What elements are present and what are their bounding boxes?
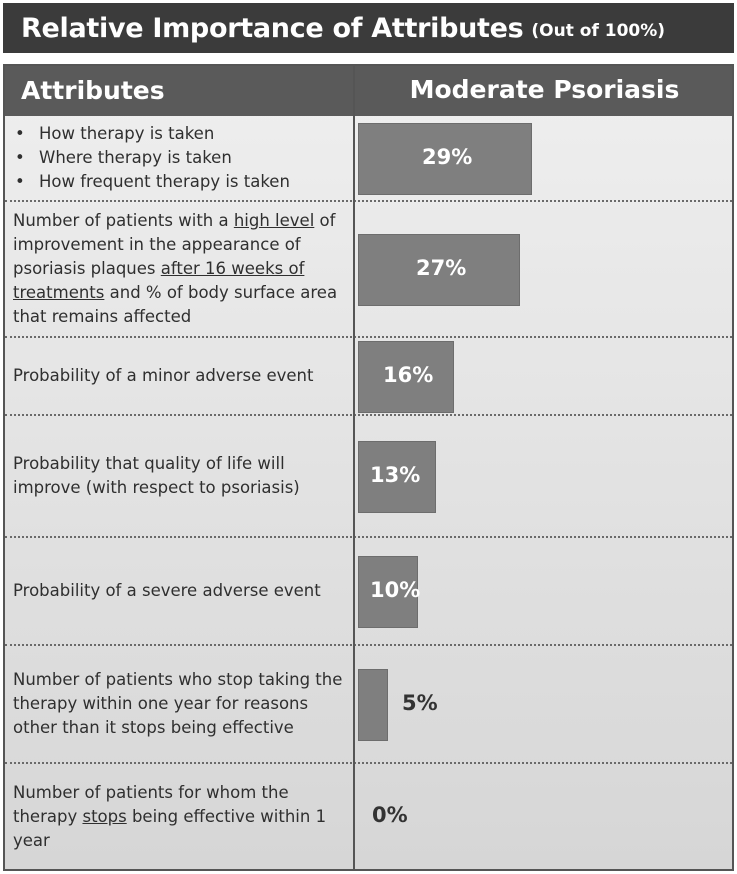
attribute-underlined-text: high level (233, 211, 315, 230)
chart-title: Relative Importance of Attributes (21, 12, 524, 44)
attribute-bullet: How frequent therapy is taken (13, 170, 349, 194)
table-row: Probability of a minor adverse event 16% (5, 338, 732, 416)
importance-bar (358, 123, 532, 195)
attribute-text: Probability of a minor adverse event (13, 364, 349, 388)
table-header: Attributes Moderate Psoriasis (5, 66, 732, 116)
attribute-bullet: Where therapy is taken (13, 146, 349, 170)
bar-value-label: 29% (422, 145, 473, 169)
table-row: Probability that quality of life will im… (5, 416, 732, 538)
attribute-text: Number of patients who stop taking the t… (13, 668, 349, 740)
attribute-text-part: being effective within 1 year (13, 806, 327, 850)
importance-bar (358, 441, 436, 513)
attribute-text: Number of patients for whom the therapy … (13, 781, 349, 853)
importance-table: Attributes Moderate Psoriasis How therap… (3, 64, 734, 871)
attribute-text-part: Number of patients for whom the therapy (13, 782, 289, 826)
importance-bar (358, 669, 388, 741)
attribute-text-part: and % of body surface area that remains … (13, 283, 338, 326)
attribute-bullet: How therapy is taken (13, 122, 349, 146)
attribute-text-part: Probability of a minor adverse event (13, 366, 314, 385)
chart-subtitle: (Out of 100%) (531, 21, 666, 41)
attribute-label: Probability of a minor adverse event (13, 338, 349, 414)
title-bar: Relative Importance of Attributes (Out o… (3, 3, 734, 53)
bar-value-label: 5% (402, 691, 438, 715)
attribute-underlined-text: after 16 weeks of treatments (13, 259, 305, 302)
bar-value-label: 0% (372, 802, 408, 827)
attribute-text: Probability of a severe adverse event (13, 579, 349, 603)
attribute-text-part: Probability that quality of life will im… (13, 454, 300, 497)
attribute-label: Number of patients who stop taking the t… (13, 646, 349, 762)
attribute-label: Probability that quality of life will im… (13, 416, 349, 536)
attribute-text-part: Number of patients with a (13, 211, 234, 230)
importance-bar (358, 234, 520, 306)
header-moderate-psoriasis: Moderate Psoriasis (409, 75, 680, 104)
table-row: Number of patients for whom the therapy … (5, 764, 732, 869)
bar-value-label: 13% (370, 463, 421, 487)
attribute-label: Number of patients for whom the therapy … (13, 764, 349, 869)
attribute-label: How therapy is takenWhere therapy is tak… (13, 116, 349, 200)
table-row: Number of patients who stop taking the t… (5, 646, 732, 764)
header-attributes: Attributes (21, 76, 165, 105)
bar-value-label: 10% (370, 578, 421, 602)
column-divider (353, 66, 355, 869)
attribute-text-part: Number of patients who stop taking the t… (13, 670, 343, 737)
attribute-text-part: of improvement in the appearance of psor… (13, 211, 336, 278)
bar-value-label: 27% (416, 256, 467, 280)
attribute-text: Number of patients with a high level of … (13, 209, 349, 329)
importance-bar (358, 341, 454, 413)
table-row: Probability of a severe adverse event 10% (5, 538, 732, 646)
attribute-label: Probability of a severe adverse event (13, 538, 349, 644)
attribute-underlined-text: stops (82, 806, 127, 826)
attribute-bullet-list: How therapy is takenWhere therapy is tak… (13, 122, 349, 194)
table-row: How therapy is takenWhere therapy is tak… (5, 116, 732, 202)
attribute-text-part: Probability of a severe adverse event (13, 581, 321, 600)
attribute-text: Probability that quality of life will im… (13, 452, 349, 500)
table-row: Number of patients with a high level of … (5, 202, 732, 338)
attribute-label: Number of patients with a high level of … (13, 202, 349, 336)
importance-bar (358, 556, 418, 628)
bar-value-label: 16% (383, 363, 434, 387)
